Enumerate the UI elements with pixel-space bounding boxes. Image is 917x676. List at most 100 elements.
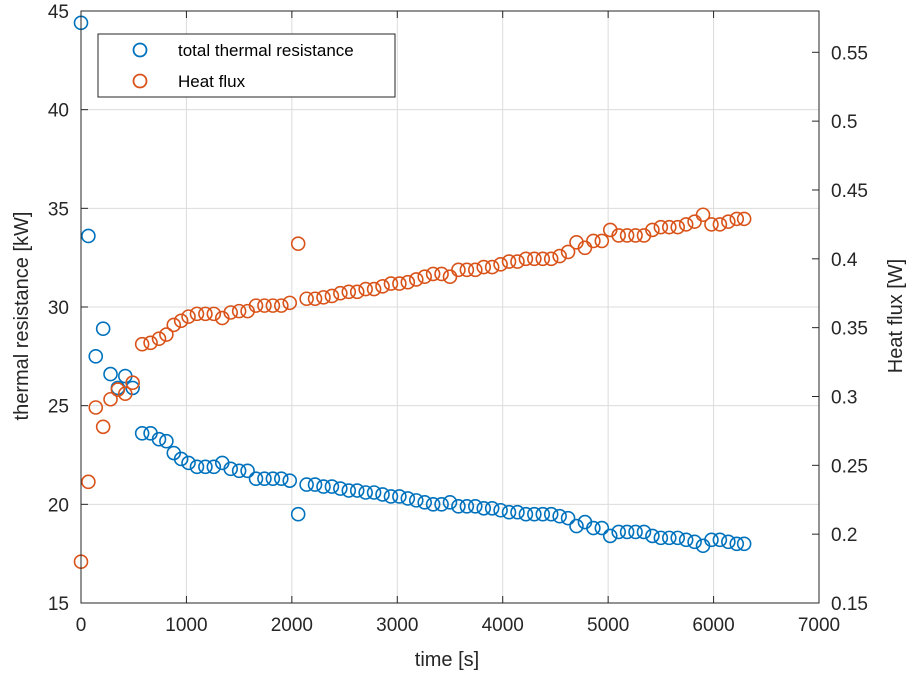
x-axis-ticks: 0 1000 2000 3000 4000 5000 6000 7000 (76, 11, 840, 636)
resistance-point (223, 461, 239, 477)
x-tick-label: 7000 (798, 615, 840, 636)
heat-flux-series (73, 207, 752, 569)
right-tick-label: 0.45 (831, 181, 868, 202)
legend-marker-resistance (132, 42, 148, 58)
resistance-point (451, 499, 466, 514)
resistance-point (476, 500, 492, 516)
heat-flux-point (459, 262, 475, 278)
resistance-point (173, 451, 189, 467)
right-y-axis-label: Heat flux [W] (885, 259, 907, 373)
resistance-point (392, 489, 407, 504)
resistance-point (88, 349, 104, 364)
left-tick-label: 40 (48, 101, 69, 122)
left-tick-label: 20 (48, 495, 69, 516)
resistance-point (569, 518, 584, 534)
heat-flux-point (695, 207, 711, 223)
resistance-point (425, 497, 441, 512)
resistance-point (729, 536, 745, 552)
heat-flux-point (290, 236, 306, 251)
heat-flux-point (468, 262, 483, 278)
resistance-point (198, 459, 213, 475)
resistance-point (358, 485, 373, 500)
heat-flux-point (594, 233, 610, 249)
right-tick-label: 0.25 (831, 456, 868, 477)
heat-flux-point (476, 259, 492, 275)
right-tick-label: 0.2 (831, 525, 857, 546)
heat-flux-point (729, 211, 745, 227)
heat-flux-point (645, 222, 660, 238)
heat-flux-point (189, 306, 205, 322)
heat-flux-point (81, 474, 96, 490)
resistance-point (687, 534, 702, 550)
heat-flux-point (143, 335, 158, 351)
heat-flux-point (248, 298, 264, 313)
heat-flux-point (493, 257, 508, 272)
legend-box (97, 33, 396, 98)
resistance-point (527, 506, 542, 522)
resistance-point (518, 506, 534, 522)
resistance-series (73, 15, 752, 554)
resistance-point (189, 459, 205, 475)
resistance-point (535, 506, 551, 522)
heat-flux-point (611, 228, 626, 243)
heat-flux-point (110, 382, 126, 397)
resistance-point (324, 479, 340, 494)
resistance-point (134, 425, 150, 441)
resistance-point (299, 477, 314, 492)
resistance-point (484, 500, 500, 516)
heat-flux-point (527, 251, 542, 267)
heat-flux-point (265, 298, 281, 313)
resistance-point (594, 520, 610, 536)
resistance-point (653, 530, 669, 546)
x-tick-label: 6000 (692, 615, 734, 636)
heat-flux-point (117, 386, 133, 402)
right-tick-label: 0.5 (831, 112, 857, 133)
x-axis-label: time [s] (415, 649, 479, 671)
x-tick-label: 1000 (165, 615, 207, 636)
legend: total thermal resistance Heat flux (97, 33, 396, 98)
left-axis-ticks: 15 20 25 30 35 40 45 (48, 2, 88, 615)
heat-flux-point (535, 251, 551, 267)
heat-flux-point (125, 375, 140, 391)
left-y-axis-label: thermal resistance [kW] (11, 212, 33, 421)
heat-flux-point (198, 306, 213, 322)
heat-flux-point (366, 281, 382, 297)
resistance-point (459, 499, 475, 514)
heat-flux-point (586, 233, 601, 249)
heat-flux-point (206, 306, 222, 322)
resistance-point (333, 481, 348, 496)
heat-flux-point (349, 284, 365, 300)
heat-flux-point (661, 219, 677, 235)
heat-flux-point (257, 298, 272, 313)
resistance-point (231, 463, 247, 479)
resistance-point (240, 463, 255, 479)
heat-flux-point (341, 284, 357, 300)
left-tick-label: 15 (48, 594, 69, 615)
resistance-point (636, 524, 652, 540)
resistance-point (543, 506, 559, 522)
heat-flux-point (552, 248, 567, 264)
resistance-point (442, 495, 458, 510)
resistance-point (586, 520, 601, 536)
heat-flux-point (375, 279, 390, 294)
resistance-point (307, 477, 323, 492)
resistance-point (95, 321, 111, 337)
heat-flux-point (484, 259, 500, 275)
x-tick-label: 2000 (271, 615, 313, 636)
left-tick-label: 25 (48, 397, 69, 418)
heat-flux-point (282, 295, 298, 311)
resistance-point (501, 504, 517, 520)
heat-flux-point (501, 254, 517, 269)
heat-flux-point (678, 217, 694, 232)
x-tick-label: 4000 (482, 615, 524, 636)
heat-flux-point (159, 327, 174, 342)
heat-flux-point (231, 303, 247, 319)
resistance-point (468, 499, 483, 514)
resistance-point (103, 366, 118, 382)
heat-flux-point (333, 285, 348, 301)
x-tick-label: 5000 (587, 615, 629, 636)
x-tick-label: 0 (76, 615, 87, 636)
heat-flux-point (543, 251, 559, 267)
heat-flux-point (721, 214, 736, 229)
resistance-point (670, 530, 686, 546)
